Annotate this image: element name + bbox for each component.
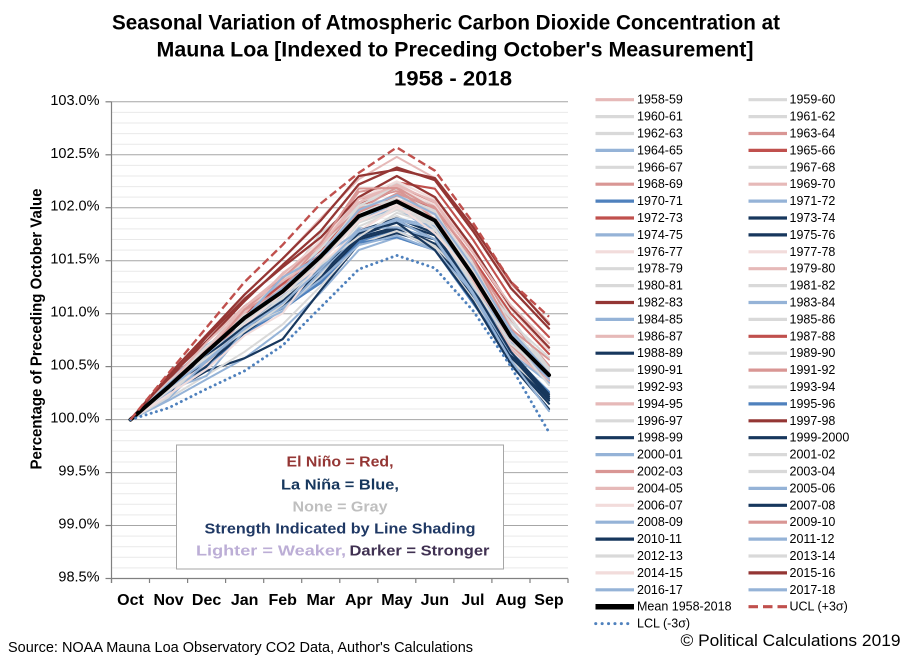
svg-text:2003-04: 2003-04: [790, 465, 836, 479]
svg-text:Mar: Mar: [307, 592, 335, 609]
svg-text:2010-11: 2010-11: [637, 532, 682, 546]
svg-text:1985-86: 1985-86: [790, 312, 836, 326]
svg-text:May: May: [381, 592, 412, 609]
svg-text:1964-65: 1964-65: [637, 143, 683, 157]
svg-text:2001-02: 2001-02: [790, 448, 836, 462]
svg-text:1980-81: 1980-81: [637, 279, 683, 293]
svg-text:© Political Calculations 2019: © Political Calculations 2019: [681, 631, 901, 650]
svg-text:2015-16: 2015-16: [790, 566, 836, 580]
svg-text:1991-92: 1991-92: [790, 363, 836, 377]
svg-text:2009-10: 2009-10: [790, 515, 836, 529]
svg-text:1994-95: 1994-95: [637, 397, 683, 411]
svg-text:2004-05: 2004-05: [637, 481, 683, 495]
svg-text:1970-71: 1970-71: [637, 194, 683, 208]
svg-text:1963-64: 1963-64: [790, 127, 836, 141]
svg-text:Sep: Sep: [534, 592, 564, 609]
svg-text:1989-90: 1989-90: [790, 346, 836, 360]
svg-text:2000-01: 2000-01: [637, 448, 683, 462]
svg-text:1999-2000: 1999-2000: [790, 431, 850, 445]
svg-text:El Niño = Red,: El Niño = Red,: [287, 454, 394, 470]
svg-text:1986-87: 1986-87: [637, 329, 683, 343]
svg-text:1976-77: 1976-77: [637, 245, 683, 259]
svg-text:1969-70: 1969-70: [790, 177, 836, 191]
svg-text:101.0%: 101.0%: [50, 305, 99, 321]
svg-text:1975-76: 1975-76: [790, 228, 836, 242]
svg-text:101.5%: 101.5%: [50, 252, 99, 268]
svg-text:1995-96: 1995-96: [790, 397, 836, 411]
svg-text:2013-14: 2013-14: [790, 549, 836, 563]
svg-text:Nov: Nov: [153, 592, 183, 609]
svg-text:103.0%: 103.0%: [50, 93, 99, 109]
svg-text:1958-59: 1958-59: [637, 93, 683, 107]
svg-text:Percentage of Preceding Octobe: Percentage of Preceding October Value: [29, 188, 46, 469]
svg-text:1993-94: 1993-94: [790, 380, 836, 394]
svg-text:2011-12: 2011-12: [790, 532, 835, 546]
svg-text:Mean 1958-2018: Mean 1958-2018: [637, 600, 732, 614]
svg-text:1987-88: 1987-88: [790, 329, 836, 343]
svg-text:1997-98: 1997-98: [790, 414, 836, 428]
svg-text:2005-06: 2005-06: [790, 481, 836, 495]
svg-text:100.0%: 100.0%: [50, 411, 99, 427]
svg-text:2016-17: 2016-17: [637, 583, 683, 597]
svg-text:1977-78: 1977-78: [790, 245, 836, 259]
svg-text:1981-82: 1981-82: [790, 279, 836, 293]
svg-text:Darker = Stronger: Darker = Stronger: [350, 544, 490, 560]
svg-text:1968-69: 1968-69: [637, 177, 683, 191]
svg-text:1973-74: 1973-74: [790, 211, 836, 225]
svg-text:1992-93: 1992-93: [637, 380, 683, 394]
svg-text:Feb: Feb: [268, 592, 297, 609]
svg-text:1962-63: 1962-63: [637, 127, 683, 141]
svg-text:Lighter = Weaker,: Lighter = Weaker,: [196, 544, 346, 560]
svg-text:2012-13: 2012-13: [637, 549, 683, 563]
svg-text:99.5%: 99.5%: [58, 464, 99, 480]
svg-text:2007-08: 2007-08: [790, 498, 836, 512]
svg-text:2006-07: 2006-07: [637, 498, 683, 512]
svg-text:2014-15: 2014-15: [637, 566, 683, 580]
svg-text:Source: NOAA Mauna Loa Observa: Source: NOAA Mauna Loa Observatory CO2 D…: [8, 640, 473, 656]
svg-text:1965-66: 1965-66: [790, 143, 836, 157]
svg-text:2008-09: 2008-09: [637, 515, 683, 529]
svg-text:1974-75: 1974-75: [637, 228, 683, 242]
svg-text:Mauna Loa [Indexed to Precedin: Mauna Loa [Indexed to Preceding October'…: [157, 39, 754, 62]
svg-text:1990-91: 1990-91: [637, 363, 683, 377]
svg-text:1966-67: 1966-67: [637, 160, 683, 174]
svg-text:1982-83: 1982-83: [637, 296, 683, 310]
svg-text:1983-84: 1983-84: [790, 296, 836, 310]
svg-text:La Niña = Blue,: La Niña = Blue,: [281, 477, 399, 493]
svg-text:2017-18: 2017-18: [790, 583, 836, 597]
svg-text:1967-68: 1967-68: [790, 160, 836, 174]
svg-text:98.5%: 98.5%: [58, 569, 99, 585]
svg-text:UCL (+3σ): UCL (+3σ): [790, 600, 848, 614]
svg-text:102.5%: 102.5%: [50, 146, 99, 162]
svg-text:1971-72: 1971-72: [790, 194, 836, 208]
svg-text:1998-99: 1998-99: [637, 431, 683, 445]
svg-text:1996-97: 1996-97: [637, 414, 683, 428]
svg-text:1959-60: 1959-60: [790, 93, 836, 107]
svg-text:Jun: Jun: [421, 592, 449, 609]
svg-text:Jan: Jan: [231, 592, 259, 609]
svg-text:1979-80: 1979-80: [790, 262, 836, 276]
svg-text:1978-79: 1978-79: [637, 262, 683, 276]
svg-text:Dec: Dec: [192, 592, 221, 609]
svg-text:1961-62: 1961-62: [790, 110, 836, 124]
svg-text:Jul: Jul: [461, 592, 484, 609]
svg-text:2002-03: 2002-03: [637, 465, 683, 479]
svg-text:Strength Indicated by Line Sha: Strength Indicated by Line Shading: [205, 522, 476, 538]
svg-text:100.5%: 100.5%: [50, 358, 99, 374]
svg-text:Seasonal Variation of Atmosphe: Seasonal Variation of Atmospheric Carbon…: [112, 11, 780, 34]
svg-text:None = Gray: None = Gray: [293, 499, 388, 515]
svg-text:Apr: Apr: [345, 592, 373, 609]
svg-text:1960-61: 1960-61: [637, 110, 683, 124]
svg-text:Oct: Oct: [117, 592, 144, 609]
svg-text:1972-73: 1972-73: [637, 211, 683, 225]
svg-text:99.0%: 99.0%: [58, 517, 99, 533]
svg-text:1984-85: 1984-85: [637, 312, 683, 326]
svg-text:Aug: Aug: [495, 592, 526, 609]
svg-text:1988-89: 1988-89: [637, 346, 683, 360]
svg-text:102.0%: 102.0%: [50, 199, 99, 215]
svg-text:1958 - 2018: 1958 - 2018: [394, 68, 512, 91]
svg-text:LCL (-3σ): LCL (-3σ): [637, 617, 690, 631]
